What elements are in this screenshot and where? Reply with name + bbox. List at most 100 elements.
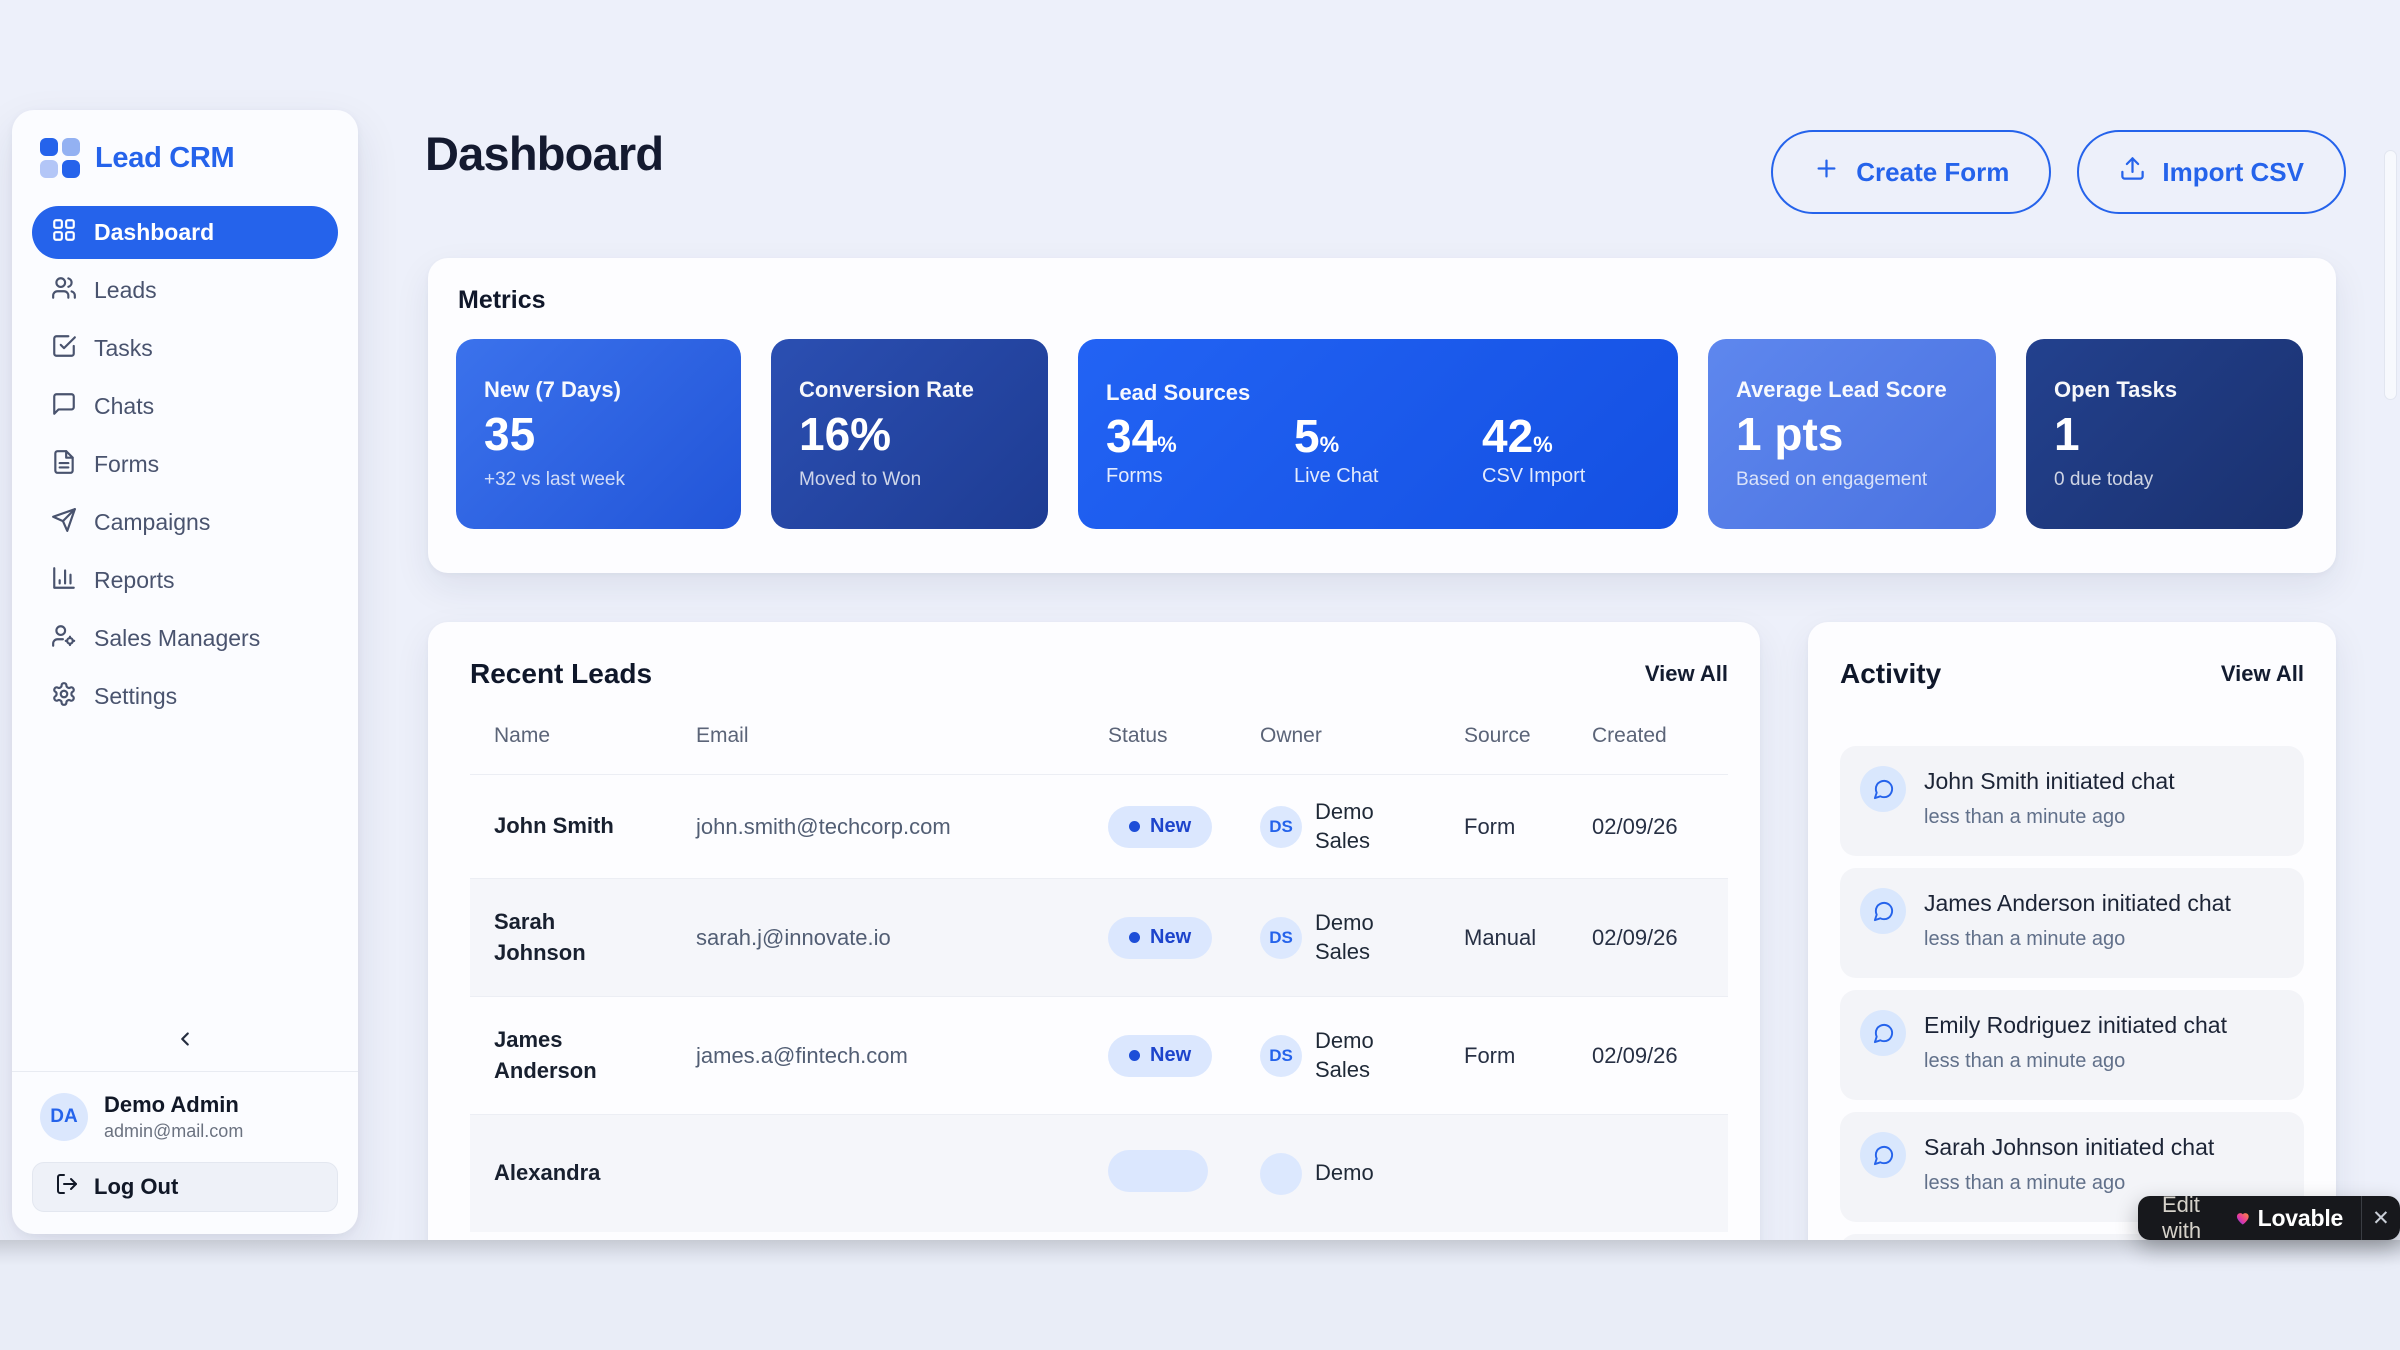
activity-item[interactable]: James Anderson initiated chat less than … xyxy=(1840,868,2304,978)
metric-label: New (7 Days) xyxy=(484,377,621,403)
sidebar-divider xyxy=(12,1071,358,1072)
status-badge: New xyxy=(1108,916,1213,959)
app-logo-icon xyxy=(40,138,80,178)
column-header-owner: Owner xyxy=(1260,724,1322,747)
sidebar-item-label: Forms xyxy=(94,451,160,477)
lead-name: Sarah Johnson xyxy=(494,908,586,965)
metric-label: Open Tasks xyxy=(2054,377,2178,403)
metric-value: 16% xyxy=(799,408,892,461)
sidebar-item-chats[interactable]: Chats xyxy=(32,380,338,433)
lead-created: 02/09/26 xyxy=(1592,813,1678,839)
metric-label: Average Lead Score xyxy=(1736,377,1947,403)
brand-name: Lead CRM xyxy=(95,141,235,174)
logout-button[interactable]: Log Out xyxy=(32,1162,338,1212)
user-gear-icon xyxy=(51,623,77,655)
owner-avatar: DS xyxy=(1260,1034,1302,1077)
recent-leads-panel: Recent Leads View All Name Email Status … xyxy=(428,622,1760,1322)
chat-bubble-icon xyxy=(51,391,77,423)
activity-item-title: James Anderson initiated chat xyxy=(1924,890,2231,916)
lead-source-stat-csv-import: 42% CSV Import xyxy=(1482,410,1642,488)
user-email: admin@mail.com xyxy=(104,1121,244,1141)
sidebar-item-dashboard[interactable]: Dashboard xyxy=(32,206,338,259)
sidebar-item-label: Campaigns xyxy=(94,509,211,535)
sidebar-item-leads[interactable]: Leads xyxy=(32,264,338,317)
lead-name: Alexandra xyxy=(494,1160,601,1186)
chat-bubble-icon xyxy=(1860,1132,1906,1178)
stat-unit: % xyxy=(1157,432,1177,458)
sidebar-item-forms[interactable]: Forms xyxy=(32,438,338,491)
sidebar-item-settings[interactable]: Settings xyxy=(32,670,338,723)
column-header-email: Email xyxy=(696,724,749,747)
activity-title: Activity xyxy=(1840,658,1942,689)
activity-item-time: less than a minute ago xyxy=(1924,806,2126,828)
activity-item-title: Emily Rodriguez initiated chat xyxy=(1924,1012,2227,1038)
metrics-section-title: Metrics xyxy=(458,286,546,314)
header-actions: Create Form Import CSV xyxy=(1771,130,2346,214)
check-square-icon xyxy=(51,333,77,365)
sidebar-collapse-button[interactable] xyxy=(174,1028,196,1055)
chat-bubble-icon xyxy=(1860,766,1906,812)
stat-unit: % xyxy=(1319,432,1340,458)
recent-leads-view-all-link[interactable]: View All xyxy=(1644,661,1728,686)
create-form-button[interactable]: Create Form xyxy=(1771,130,2052,214)
status-dot-icon xyxy=(1129,1050,1140,1061)
activity-item[interactable]: Emily Rodriguez initiated chat less than… xyxy=(1840,990,2304,1100)
stat-label: CSV Import xyxy=(1482,464,1586,487)
sidebar-item-campaigns[interactable]: Campaigns xyxy=(32,496,338,549)
lead-name: John Smith xyxy=(494,813,614,839)
table-row[interactable]: John Smith john.smith@techcorp.com New D… xyxy=(470,774,1728,878)
lead-sources-stats: 34% Forms 5% Live Chat 42% CSV Import xyxy=(1106,410,1650,488)
plus-icon xyxy=(1813,155,1840,189)
close-icon[interactable]: ✕ xyxy=(2372,1206,2390,1230)
lovable-heart-icon xyxy=(2236,1213,2249,1225)
page-title: Dashboard xyxy=(425,127,664,180)
activity-item-time: less than a minute ago xyxy=(1924,1172,2126,1194)
owner-name: Demo Sales xyxy=(1315,798,1374,853)
metrics-panel: Metrics New (7 Days) 35 +32 vs last week… xyxy=(428,258,2336,573)
column-header-source: Source xyxy=(1464,724,1531,747)
sidebar-item-tasks[interactable]: Tasks xyxy=(32,322,338,375)
stat-label: Live Chat xyxy=(1294,464,1379,487)
chat-bubble-icon xyxy=(1860,1010,1906,1056)
document-icon xyxy=(51,449,77,481)
metric-card-open-tasks: Open Tasks 1 0 due today xyxy=(2026,339,2303,529)
upload-icon xyxy=(2119,155,2146,189)
activity-view-all-link[interactable]: View All xyxy=(2220,661,2304,686)
column-header-name: Name xyxy=(494,724,551,747)
sidebar-item-label: Tasks xyxy=(94,335,153,361)
activity-item[interactable]: John Smith initiated chat less than a mi… xyxy=(1840,746,2304,856)
sidebar: Lead CRM Dashboard Leads Tasks Chats For… xyxy=(12,110,358,1234)
table-row[interactable]: James Anderson james.a@fintech.com New D… xyxy=(470,996,1728,1114)
metric-value: 1 xyxy=(2054,408,2080,461)
table-header: Name Email Status Owner Source Created xyxy=(470,690,1728,774)
activity-item-title: Sarah Johnson initiated chat xyxy=(1924,1134,2215,1160)
status-badge xyxy=(1108,1149,1208,1192)
sidebar-item-sales-managers[interactable]: Sales Managers xyxy=(32,612,338,665)
activity-item-time: less than a minute ago xyxy=(1924,1050,2126,1072)
lead-email: james.a@fintech.com xyxy=(696,1042,908,1068)
import-csv-label: Import CSV xyxy=(2162,156,2304,187)
metric-card-average-lead-score: Average Lead Score 1 pts Based on engage… xyxy=(1708,339,1996,529)
edit-with-lovable-badge[interactable]: Edit with Lovable ✕ xyxy=(2138,1192,2400,1243)
sidebar-item-label: Dashboard xyxy=(94,219,215,245)
owner-avatar xyxy=(1260,1152,1302,1195)
metric-sub: +32 vs last week xyxy=(484,468,625,490)
metric-label: Conversion Rate xyxy=(799,377,974,403)
column-header-created: Created xyxy=(1592,724,1667,747)
sidebar-item-reports[interactable]: Reports xyxy=(32,554,338,607)
owner-name: Demo Sales xyxy=(1315,909,1374,964)
chat-bubble-icon xyxy=(1860,888,1906,934)
scrollbar-thumb[interactable] xyxy=(2384,150,2397,400)
status-dot-icon xyxy=(1129,821,1140,832)
lovable-brand: Lovable xyxy=(2257,1204,2344,1231)
chevron-left-icon xyxy=(174,1032,196,1054)
stat-value: 42 xyxy=(1482,410,1534,463)
table-row[interactable]: Sarah Johnson sarah.j@innovate.io New DS… xyxy=(470,878,1728,996)
sidebar-item-label: Leads xyxy=(94,277,157,303)
create-form-label: Create Form xyxy=(1856,156,2010,187)
import-csv-button[interactable]: Import CSV xyxy=(2077,130,2346,214)
metric-cards: New (7 Days) 35 +32 vs last week Convers… xyxy=(456,339,2308,529)
status-dot-icon xyxy=(1129,932,1140,943)
lovable-prefix: Edit with xyxy=(2162,1192,2202,1243)
table-row-partial[interactable]: Alexandra Demo xyxy=(470,1114,1728,1232)
